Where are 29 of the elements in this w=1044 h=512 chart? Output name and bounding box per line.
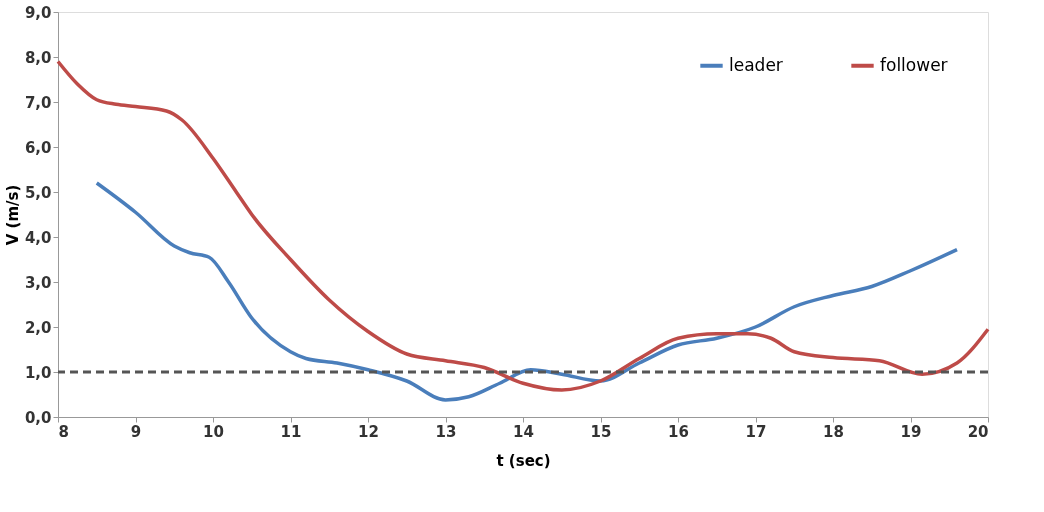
y-tick-label: 6,0	[24, 138, 52, 157]
x-axis-title: t (sec)	[496, 451, 551, 470]
y-tick-label: 1,0	[24, 363, 52, 382]
y-axis-title: V (m/s)	[3, 184, 22, 246]
y-tick-label: 2,0	[24, 318, 52, 337]
x-tick-label: 17	[745, 422, 767, 441]
y-tick-label: 9,0	[24, 3, 52, 22]
line-series	[56, 59, 990, 392]
x-tick-label: 13	[435, 422, 457, 441]
y-tick-label: 0,0	[24, 408, 52, 427]
y-tick-label: 3,0	[24, 273, 52, 292]
legend-label: follower	[880, 54, 948, 75]
x-tick-label: 19	[900, 422, 922, 441]
line-series	[95, 181, 959, 402]
x-tick-label: 14	[513, 422, 534, 441]
y-tick-label: 8,0	[24, 48, 52, 67]
y-tick-label: 7,0	[24, 93, 52, 112]
x-tick-label: 16	[668, 422, 689, 441]
y-tick-label: 4,0	[24, 228, 52, 247]
x-tick-label: 11	[280, 422, 302, 441]
x-tick-label: 9	[130, 422, 142, 441]
x-tick-label: 20	[967, 422, 989, 441]
x-tick-label: 18	[823, 422, 844, 441]
legend-label: leader	[729, 54, 783, 75]
x-tick-label: 8	[58, 422, 69, 441]
y-tick-label: 5,0	[24, 183, 52, 202]
x-tick-label: 10	[203, 422, 224, 441]
x-tick-label: 12	[358, 422, 379, 441]
x-tick-label: 15	[590, 422, 612, 441]
